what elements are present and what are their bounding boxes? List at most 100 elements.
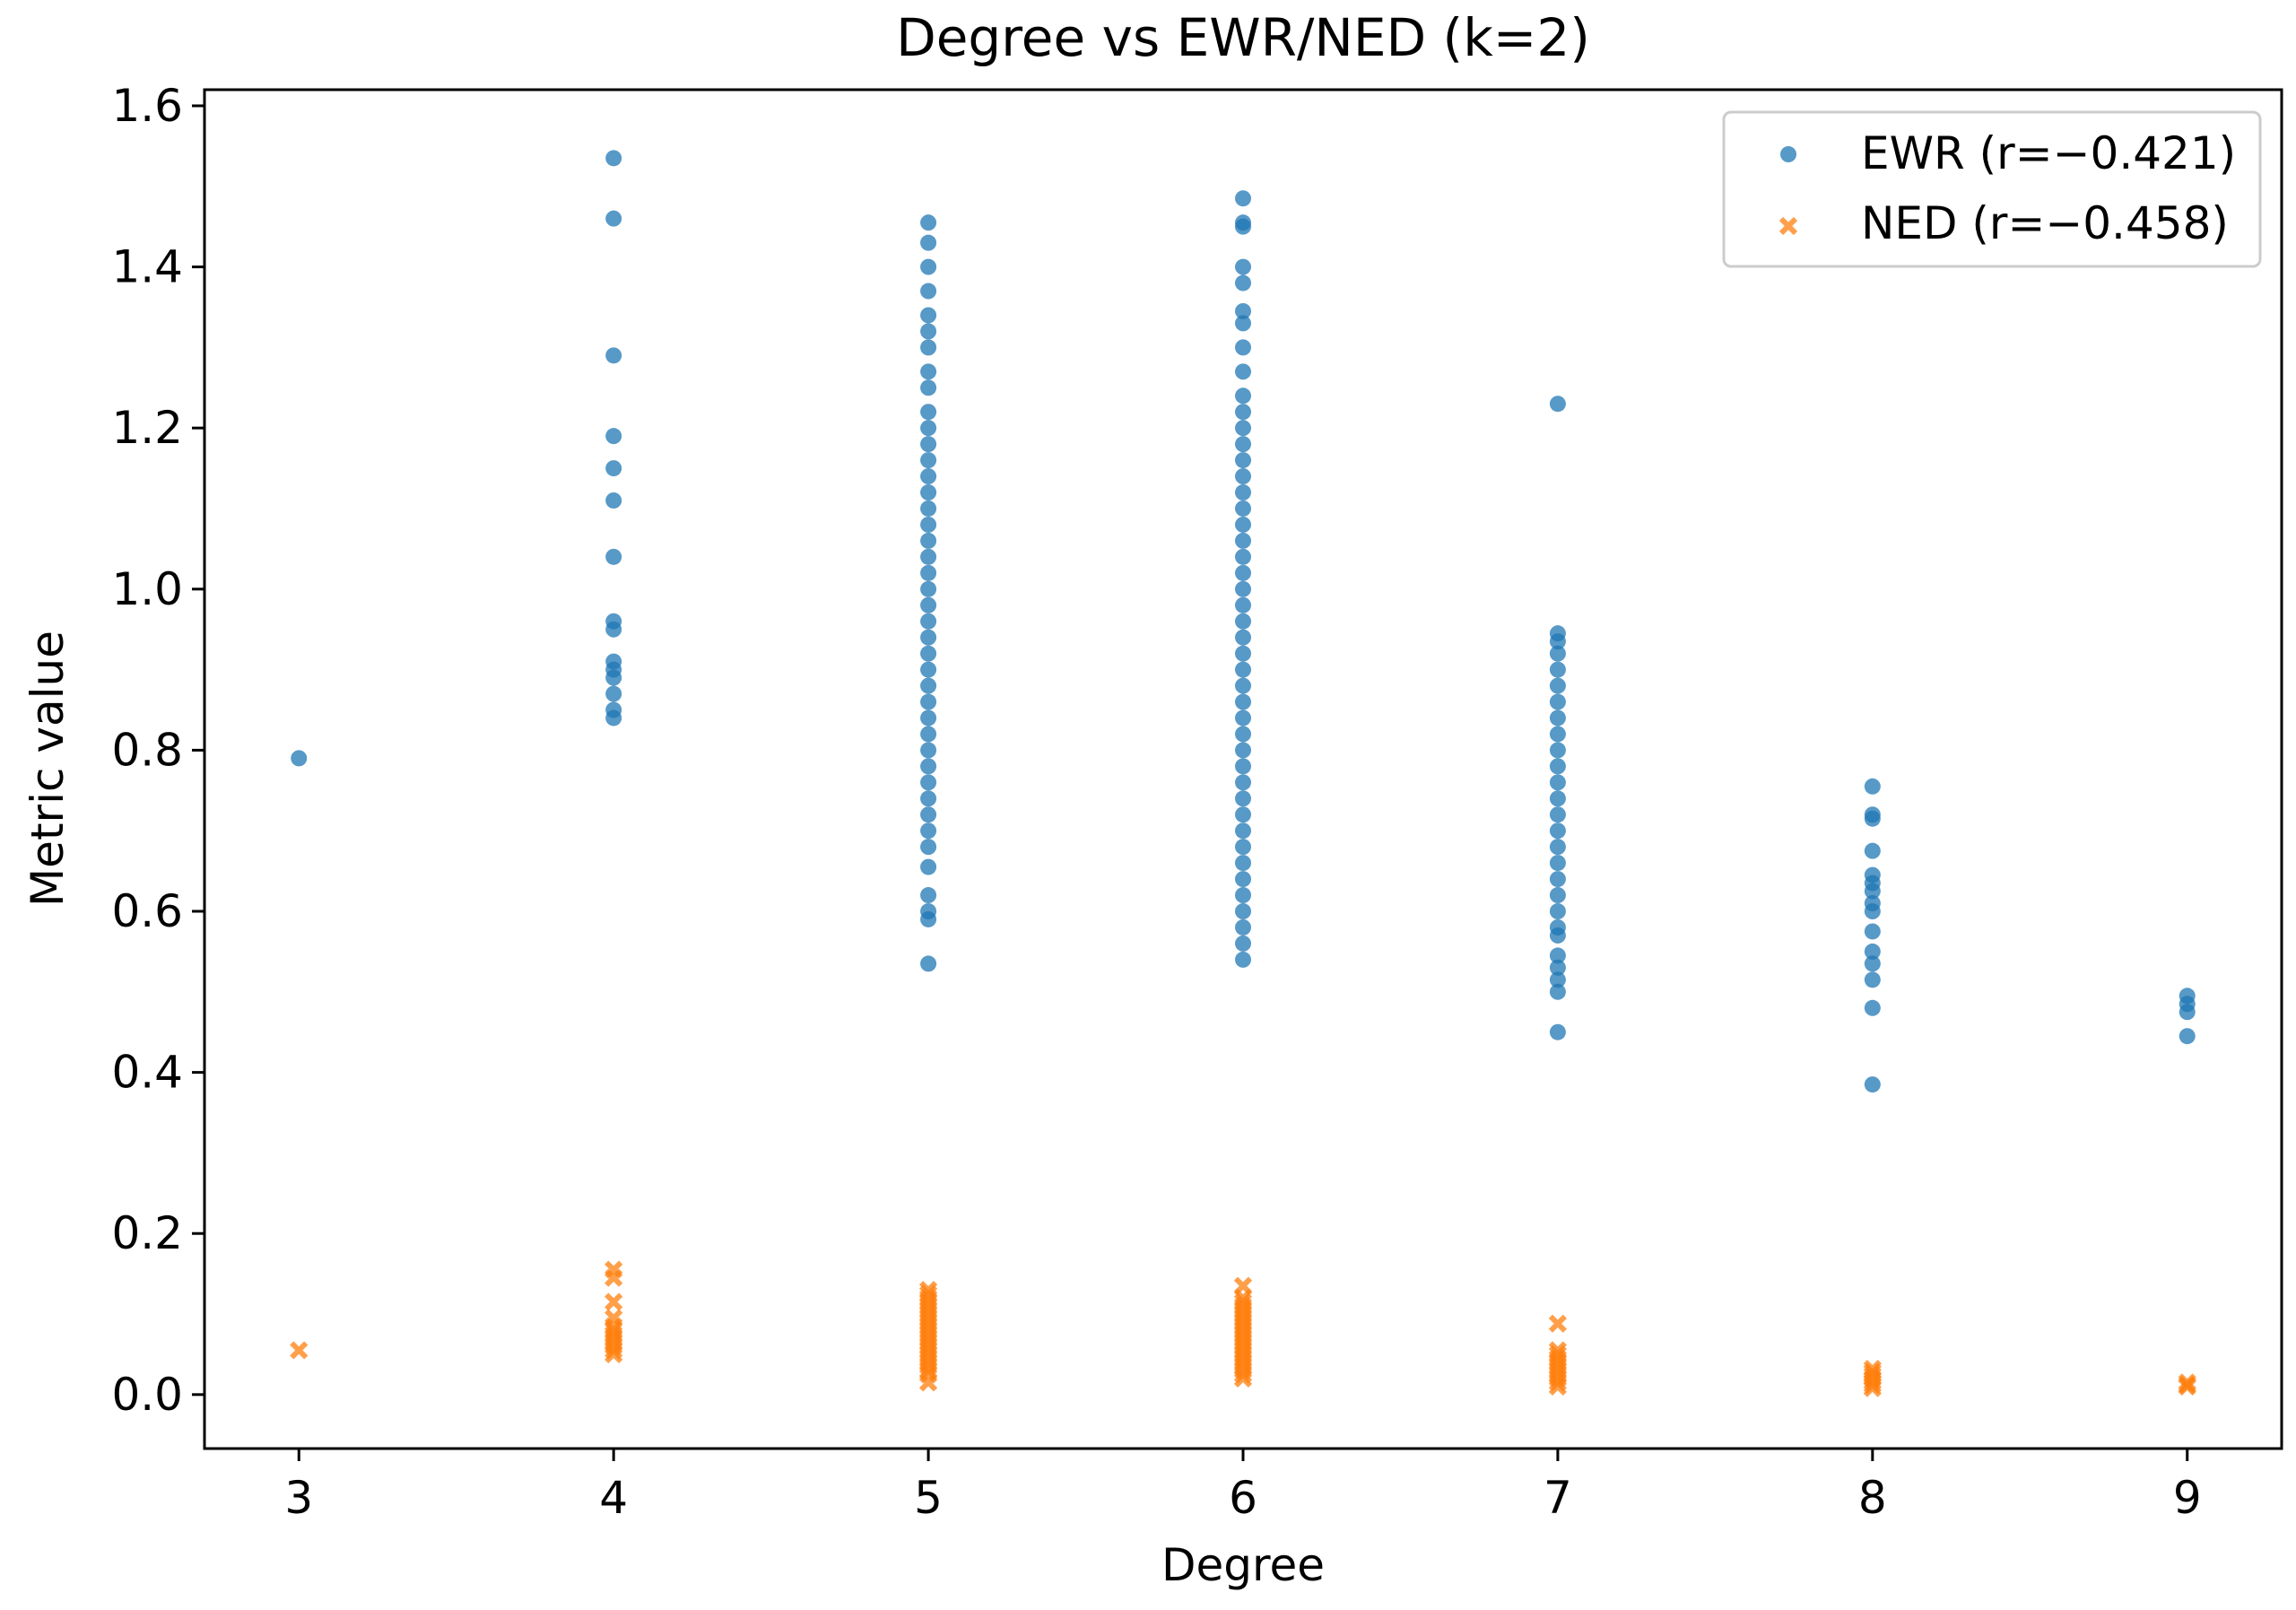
ewr-point [1235, 693, 1251, 710]
ewr-point [1235, 726, 1251, 743]
ewr-point [1235, 548, 1251, 565]
ewr-point [920, 726, 937, 743]
ewr-point [920, 887, 937, 904]
x-axis: 3 4 5 6 7 8 9 [284, 1449, 2202, 1524]
ned-point [1863, 1359, 1882, 1379]
ned-point [604, 1260, 623, 1279]
ewr-point [1235, 484, 1251, 501]
ewr-point [920, 339, 937, 356]
y-axis: 0.0 0.2 0.4 0.6 0.8 1.0 1.2 1.4 1.6 [111, 80, 204, 1421]
ewr-point [1549, 645, 1566, 662]
ewr-point [605, 701, 622, 718]
legend-label-ned: NED (r=−0.458) [1861, 197, 2229, 249]
ewr-point [1864, 943, 1881, 960]
y-tick-label: 0.0 [111, 1369, 183, 1421]
ewr-point [1235, 564, 1251, 581]
ewr-point [920, 404, 937, 421]
ned-point [2178, 1373, 2196, 1392]
ewr-point [920, 955, 937, 972]
ewr-point [1235, 855, 1251, 872]
ewr-point [1549, 396, 1566, 413]
ewr-point [1549, 677, 1566, 694]
ewr-point [920, 903, 937, 920]
ewr-point [1549, 742, 1566, 759]
y-tick-label: 1.4 [111, 241, 183, 293]
ned-point [1233, 1292, 1253, 1311]
ewr-point [920, 645, 937, 662]
legend-x-marker [1779, 216, 1798, 236]
ewr-point [1549, 855, 1566, 872]
ewr-point [1549, 918, 1566, 936]
ewr-point [1549, 983, 1566, 1000]
y-tick-label: 1.2 [111, 402, 183, 454]
y-tick-label: 0.2 [111, 1207, 183, 1259]
ewr-point [1549, 822, 1566, 840]
ewr-point [1235, 258, 1251, 275]
y-tick-label: 0.6 [111, 885, 183, 937]
x-tick-label: 7 [1544, 1472, 1572, 1524]
legend-circle-marker [1780, 146, 1796, 162]
ewr-point [1235, 871, 1251, 888]
ewr-point [1235, 468, 1251, 485]
ewr-point [920, 758, 937, 775]
ewr-point [920, 468, 937, 485]
ned-point [918, 1284, 938, 1303]
ewr-point [1549, 839, 1566, 856]
y-axis-label: Metric value [22, 631, 74, 907]
ewr-point [1235, 580, 1251, 597]
ned-point [1548, 1314, 1568, 1333]
ned-point [604, 1309, 623, 1327]
ewr-point [1549, 661, 1566, 678]
ned-point [604, 1292, 623, 1311]
ewr-point [920, 839, 937, 856]
x-tick-label: 6 [1229, 1472, 1257, 1524]
ewr-point [1235, 532, 1251, 549]
ewr-point [1235, 951, 1251, 968]
ewr-point [1235, 274, 1251, 292]
legend: EWR (r=−0.421) NED (r=−0.458) [1722, 110, 2262, 268]
ewr-point [1235, 742, 1251, 759]
ewr-point [920, 307, 937, 324]
ewr-point [1235, 516, 1251, 533]
ewr-point [1235, 387, 1251, 405]
ewr-point [1235, 596, 1251, 614]
ewr-point [1549, 887, 1566, 904]
ewr-point [1864, 1076, 1881, 1093]
ewr-point [920, 532, 937, 549]
ewr-point [1549, 758, 1566, 775]
ewr-point [920, 629, 937, 646]
ewr-point [1235, 709, 1251, 727]
ewr-point [1235, 935, 1251, 952]
ewr-point [920, 806, 937, 823]
ewr-point [920, 822, 937, 840]
ewr-point [1235, 918, 1251, 936]
ewr-point [605, 548, 622, 565]
ewr-point [920, 613, 937, 630]
ewr-point [605, 460, 622, 477]
x-tick-label: 8 [1858, 1472, 1887, 1524]
ewr-point [920, 452, 937, 469]
ewr-point [1235, 452, 1251, 469]
ned-point [1548, 1345, 1568, 1364]
ned-point [1233, 1276, 1253, 1295]
ewr-point [1235, 363, 1251, 380]
ewr-point [1235, 629, 1251, 646]
ewr-point [1549, 947, 1566, 964]
legend-marker-ned [1779, 216, 1798, 236]
ewr-point [1235, 436, 1251, 453]
ewr-point [920, 234, 937, 251]
ewr-point [605, 685, 622, 702]
ewr-point [1235, 302, 1251, 319]
series-ned [290, 1260, 2196, 1397]
ewr-point [1235, 214, 1251, 231]
ewr-point [605, 347, 622, 364]
ewr-point [1235, 339, 1251, 356]
legend-marker-ewr [1780, 146, 1796, 162]
ewr-point [2179, 1028, 2196, 1045]
ewr-point [605, 653, 622, 670]
ewr-point [1235, 315, 1251, 332]
ewr-point [1235, 839, 1251, 856]
ewr-point [920, 677, 937, 694]
ewr-point [605, 210, 622, 227]
